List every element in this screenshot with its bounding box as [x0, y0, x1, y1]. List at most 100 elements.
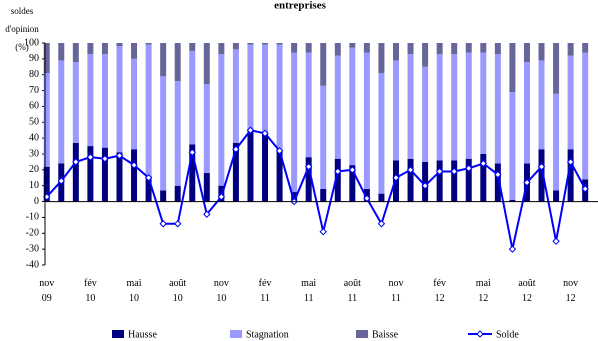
bar — [116, 46, 123, 153]
bar — [189, 43, 196, 51]
bar — [131, 43, 138, 59]
bar — [567, 149, 574, 202]
bar — [523, 62, 530, 164]
legend-swatch — [112, 330, 124, 338]
point — [377, 220, 386, 228]
bar — [145, 43, 152, 45]
x-tick-label: août 11 — [343, 278, 361, 304]
x-tick-label: mai 12 — [475, 278, 491, 304]
bar — [305, 157, 312, 202]
legend-label: Stagnation — [246, 329, 289, 340]
bar — [276, 43, 283, 45]
bar — [494, 54, 501, 164]
bar — [334, 43, 341, 56]
bar — [334, 158, 341, 202]
bar — [436, 43, 443, 55]
bar — [349, 43, 356, 48]
bar — [189, 144, 196, 202]
bar — [174, 43, 181, 82]
y-tick-label: -40 — [26, 259, 39, 270]
point — [450, 167, 458, 176]
bar — [262, 43, 269, 45]
bar — [538, 149, 545, 202]
y-tick-label: 0 — [34, 196, 39, 207]
y-tick-label: 10 — [29, 180, 39, 191]
bar — [247, 44, 254, 129]
point — [246, 126, 255, 134]
point — [537, 162, 546, 171]
bar — [480, 154, 487, 202]
bar — [276, 149, 283, 202]
bar — [160, 43, 167, 77]
bar — [553, 93, 560, 191]
y-tick-label: 70 — [29, 85, 39, 96]
bar — [465, 52, 472, 159]
x-tick-label: août 10 — [169, 278, 187, 304]
bar — [523, 43, 530, 63]
bar — [334, 55, 341, 159]
bar — [553, 190, 560, 202]
x-tick-label: fév 11 — [258, 278, 272, 304]
bar — [582, 52, 589, 180]
y-tick-label: 30 — [29, 148, 39, 159]
bar — [349, 165, 356, 202]
legend-marker — [476, 330, 484, 338]
bar — [320, 188, 327, 202]
bar — [538, 43, 545, 61]
bar — [291, 43, 298, 53]
point — [217, 193, 226, 201]
point — [348, 166, 357, 174]
y-axis-label: soldes d'opinion (%) — [5, 6, 39, 52]
point — [159, 220, 167, 228]
bar — [378, 73, 385, 194]
y-tick-label: -10 — [26, 212, 39, 223]
point — [581, 185, 589, 193]
bar — [291, 52, 298, 193]
point — [304, 162, 313, 171]
legend-label: Hausse — [128, 329, 157, 340]
point — [275, 147, 284, 155]
bar — [218, 54, 225, 186]
x-tick-label: mai 11 — [301, 278, 317, 304]
bar — [247, 128, 254, 202]
point — [130, 161, 138, 169]
bar — [582, 43, 589, 53]
bar — [480, 43, 487, 53]
bar — [480, 52, 487, 155]
bar — [451, 43, 458, 55]
point — [115, 151, 124, 160]
bar — [465, 158, 472, 202]
bar — [305, 52, 312, 158]
point — [479, 159, 488, 168]
bar — [232, 142, 239, 202]
legend-label: Solde — [496, 329, 519, 340]
x-tick-label: nov 12 — [563, 278, 579, 304]
bar — [247, 43, 254, 45]
bar — [203, 43, 210, 85]
bar — [494, 163, 501, 202]
legend-label: Baisse — [372, 329, 399, 340]
bar — [145, 44, 152, 177]
bar — [131, 58, 138, 150]
bar — [43, 73, 50, 167]
bar — [436, 160, 443, 202]
bar — [262, 131, 269, 202]
point — [421, 182, 429, 190]
bar — [363, 52, 370, 189]
bar — [174, 81, 181, 186]
bar — [349, 47, 356, 166]
x-tick-label: fév 12 — [433, 278, 447, 304]
bar — [58, 60, 65, 164]
bar — [203, 173, 210, 202]
y-tick-label: 100 — [24, 37, 39, 48]
bar — [291, 192, 298, 202]
y-tick-label: -20 — [26, 228, 39, 239]
x-tick-label: fév 10 — [83, 278, 97, 304]
point — [86, 153, 95, 161]
bar — [363, 43, 370, 53]
point — [144, 174, 153, 182]
y-tick-label: 50 — [29, 117, 39, 128]
bar — [407, 43, 414, 55]
point — [566, 158, 575, 166]
